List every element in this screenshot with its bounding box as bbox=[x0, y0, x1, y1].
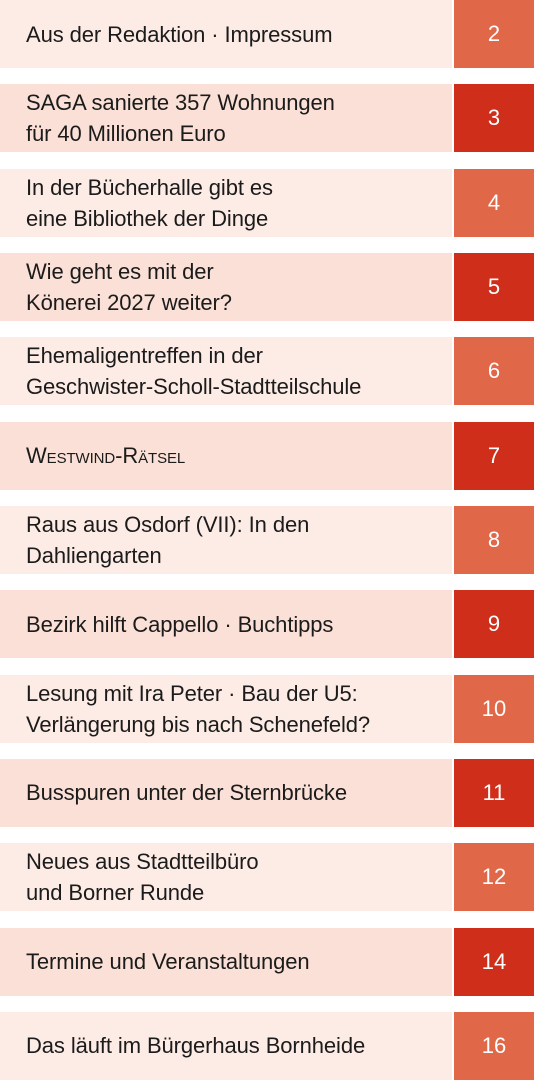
toc-entry: Termine und Veranstaltungen 14 bbox=[0, 927, 534, 996]
toc-entry: Aus der Redaktion · Impressum 2 bbox=[0, 0, 534, 68]
page-number[interactable]: 12 bbox=[454, 843, 534, 912]
toc-entry: Lesung mit Ira Peter · Bau der U5: Verlä… bbox=[0, 674, 534, 743]
toc-entry: SAGA sanierte 357 Wohnungen für 40 Milli… bbox=[0, 84, 534, 153]
page-number[interactable]: 3 bbox=[454, 84, 534, 153]
toc-entry: Das läuft im Bürgerhaus Bornheide 16 bbox=[0, 1011, 534, 1080]
page-number[interactable]: 2 bbox=[454, 0, 534, 68]
toc-entry: Westwind-Rätsel 7 bbox=[0, 421, 534, 490]
entry-title[interactable]: Ehemaligentreffen in der Geschwister-Sch… bbox=[0, 337, 452, 406]
entry-title[interactable]: Lesung mit Ira Peter · Bau der U5: Verlä… bbox=[0, 674, 452, 743]
toc-entry: Ehemaligentreffen in der Geschwister-Sch… bbox=[0, 337, 534, 406]
toc-entry: Bezirk hilft Cappello · Buchtipps 9 bbox=[0, 590, 534, 659]
entry-title[interactable]: In der Bücherhalle gibt es eine Biblioth… bbox=[0, 168, 452, 237]
entry-title[interactable]: Bezirk hilft Cappello · Buchtipps bbox=[0, 590, 452, 659]
page-number[interactable]: 7 bbox=[454, 421, 534, 490]
page-number[interactable]: 14 bbox=[454, 927, 534, 996]
toc-entry: Wie geht es mit der Könerei 2027 weiter?… bbox=[0, 252, 534, 321]
page-number[interactable]: 10 bbox=[454, 674, 534, 743]
page-number[interactable]: 16 bbox=[454, 1011, 534, 1080]
entry-title[interactable]: Raus aus Osdorf (VII): In den Dahliengar… bbox=[0, 505, 452, 574]
page-number[interactable]: 9 bbox=[454, 590, 534, 659]
page-number[interactable]: 8 bbox=[454, 505, 534, 574]
page-number[interactable]: 11 bbox=[454, 758, 534, 827]
toc-entry: Raus aus Osdorf (VII): In den Dahliengar… bbox=[0, 505, 534, 574]
entry-title[interactable]: Busspuren unter der Sternbrücke bbox=[0, 758, 452, 827]
entry-title[interactable]: SAGA sanierte 357 Wohnungen für 40 Milli… bbox=[0, 84, 452, 153]
entry-title[interactable]: Neues aus Stadtteilbüro und Borner Runde bbox=[0, 843, 452, 912]
entry-title[interactable]: Aus der Redaktion · Impressum bbox=[0, 0, 452, 68]
entry-title[interactable]: Termine und Veranstaltungen bbox=[0, 927, 452, 996]
toc-entry: Neues aus Stadtteilbüro und Borner Runde… bbox=[0, 843, 534, 912]
page-number[interactable]: 6 bbox=[454, 337, 534, 406]
entry-title[interactable]: Wie geht es mit der Könerei 2027 weiter? bbox=[0, 252, 452, 321]
entry-title[interactable]: Westwind-Rätsel bbox=[0, 421, 452, 490]
page-number[interactable]: 5 bbox=[454, 252, 534, 321]
entry-title[interactable]: Das läuft im Bürgerhaus Bornheide bbox=[0, 1011, 452, 1080]
toc-entry: Busspuren unter der Sternbrücke 11 bbox=[0, 758, 534, 827]
page-number[interactable]: 4 bbox=[454, 168, 534, 237]
toc-entry: In der Bücherhalle gibt es eine Biblioth… bbox=[0, 168, 534, 237]
